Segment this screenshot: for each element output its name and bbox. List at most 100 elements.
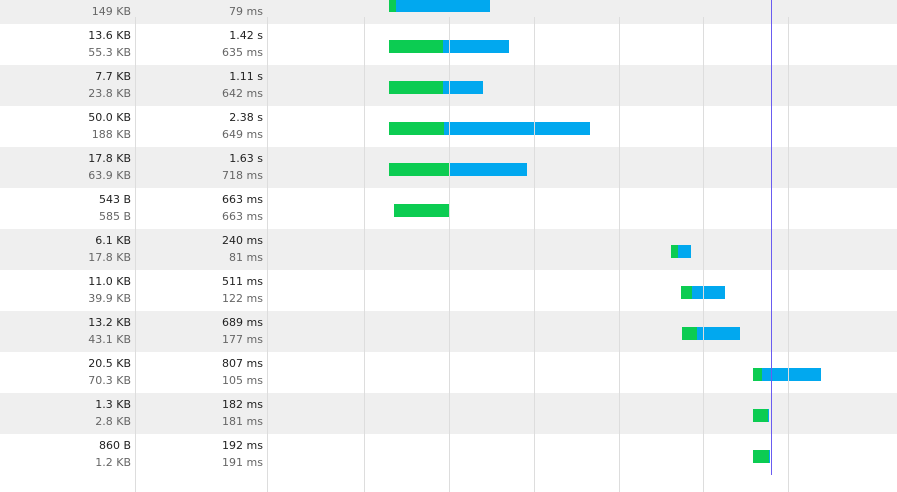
resource-size: 188 KB [0,126,131,143]
resource-size: 149 KB [0,3,131,20]
transferred-size: 1.3 KB [0,396,131,413]
transferred-size: 11.0 KB [0,273,131,290]
waterfall-bar[interactable] [389,81,483,94]
waiting-segment [389,122,444,135]
transferred-size: 20.5 KB [0,355,131,372]
resource-size: 39.9 KB [0,290,131,307]
waterfall-bar[interactable] [753,450,769,463]
waterfall-bar[interactable] [389,163,527,176]
receiving-segment [450,163,527,176]
waiting-segment [753,368,762,381]
receiving-segment [678,245,691,258]
receiving-segment [692,286,725,299]
resource-size: 23.8 KB [0,85,131,102]
latency-value: 105 ms [140,372,263,389]
waterfall-bar[interactable] [389,122,590,135]
duration-value: 182 ms [140,396,263,413]
latency-value: 649 ms [140,126,263,143]
transferred-size: 7.7 KB [0,68,131,85]
waiting-segment [753,409,768,422]
waiting-segment [681,286,691,299]
timeline-gridline [619,17,620,492]
timeline-gridline [267,17,268,492]
waiting-segment [389,0,396,12]
timeline-gridline [703,17,704,492]
resource-size: 585 B [0,208,131,225]
latency-value: 663 ms [140,208,263,225]
waterfall-bar[interactable] [394,204,450,217]
duration-value: 2.38 s [140,109,263,126]
latency-value: 642 ms [140,85,263,102]
duration-value: 240 ms [140,232,263,249]
timeline-gridline [449,17,450,492]
time-cell: 79 ms [140,0,263,20]
waiting-segment [753,450,769,463]
duration-value: 807 ms [140,355,263,372]
duration-value: 663 ms [140,191,263,208]
waiting-segment [682,327,697,340]
duration-value: 1.63 s [140,150,263,167]
waterfall-bar[interactable] [753,409,768,422]
transferred-size: 17.8 KB [0,150,131,167]
timeline-gridline [534,17,535,492]
waiting-segment [389,40,443,53]
resource-size: 70.3 KB [0,372,131,389]
latency-value: 122 ms [140,290,263,307]
duration-value: 1.42 s [140,27,263,44]
waiting-segment [389,163,450,176]
load-event-marker-line [771,0,772,475]
waiting-segment [394,204,450,217]
timeline-gridline [135,17,136,492]
timeline-gridline [788,17,789,492]
resource-size: 63.9 KB [0,167,131,184]
receiving-segment [444,122,590,135]
duration-value: 689 ms [140,314,263,331]
receiving-segment [396,0,491,12]
duration-value: 192 ms [140,437,263,454]
transferred-size: 860 B [0,437,131,454]
resource-size: 1.2 KB [0,454,131,471]
latency-value: 81 ms [140,249,263,266]
waiting-segment [389,81,443,94]
transferred-size: 6.1 KB [0,232,131,249]
transferred-size: 13.6 KB [0,27,131,44]
latency-value: 79 ms [140,3,263,20]
resource-size: 17.8 KB [0,249,131,266]
transferred-size: 13.2 KB [0,314,131,331]
latency-value: 635 ms [140,44,263,61]
transferred-size: 50.0 KB [0,109,131,126]
resource-size: 43.1 KB [0,331,131,348]
resource-size: 55.3 KB [0,44,131,61]
waterfall-bar[interactable] [682,327,740,340]
duration-value: 1.11 s [140,68,263,85]
waterfall-bar[interactable] [389,0,490,12]
waiting-segment [671,245,678,258]
latency-value: 177 ms [140,331,263,348]
transferred-size: 543 B [0,191,131,208]
size-cell: 149 KB [0,0,131,20]
timeline-gridline [364,17,365,492]
duration-value: 511 ms [140,273,263,290]
waterfall-bar[interactable] [671,245,691,258]
